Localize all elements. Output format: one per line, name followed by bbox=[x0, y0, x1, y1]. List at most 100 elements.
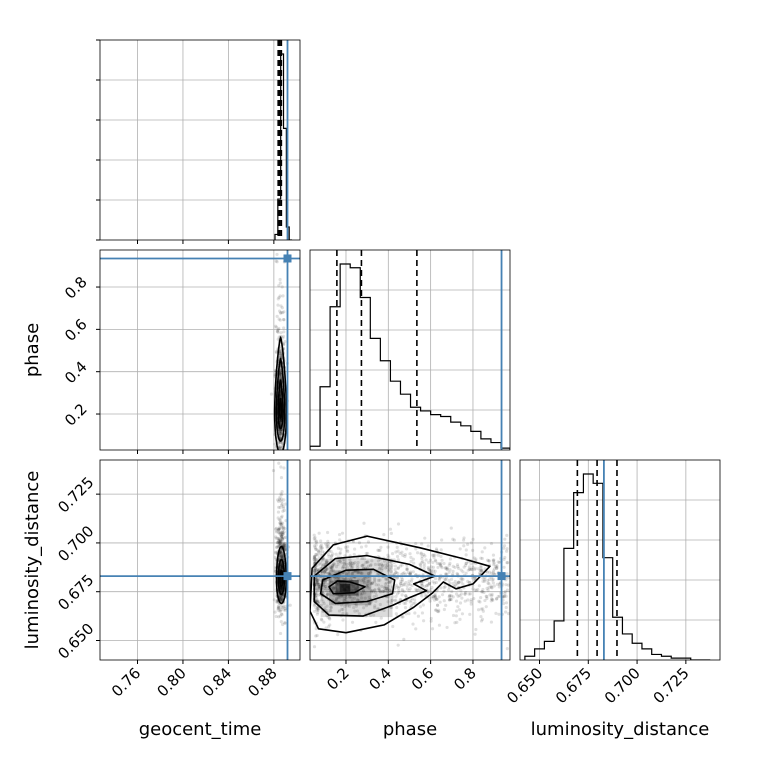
sample-point bbox=[405, 584, 409, 588]
x-tick-label: 0.4 bbox=[366, 664, 396, 694]
sample-point bbox=[425, 584, 429, 588]
sample-point bbox=[280, 537, 284, 541]
sample-point bbox=[469, 562, 473, 566]
sample-point bbox=[435, 603, 440, 607]
sample-point bbox=[320, 549, 325, 554]
sample-point bbox=[448, 594, 452, 598]
sample-point bbox=[316, 553, 320, 557]
sample-point bbox=[279, 353, 283, 358]
sample-point bbox=[334, 552, 338, 556]
sample-point bbox=[345, 562, 349, 566]
sample-point bbox=[276, 330, 280, 334]
sample-point bbox=[329, 609, 333, 613]
sample-point bbox=[394, 612, 398, 616]
sample-point bbox=[459, 568, 463, 572]
sample-point bbox=[504, 605, 508, 610]
sample-point bbox=[491, 571, 495, 575]
sample-point bbox=[449, 577, 454, 581]
sample-point bbox=[277, 528, 281, 532]
sample-point bbox=[468, 580, 472, 585]
sample-point bbox=[278, 539, 282, 544]
sample-point bbox=[348, 557, 352, 562]
sample-point bbox=[491, 553, 496, 557]
sample-point bbox=[436, 565, 440, 570]
sample-point bbox=[414, 627, 418, 631]
sample-point bbox=[377, 578, 381, 582]
sample-point bbox=[316, 607, 320, 611]
sample-point bbox=[314, 606, 318, 610]
sample-point bbox=[485, 586, 489, 591]
sample-point bbox=[348, 595, 352, 599]
sample-point bbox=[383, 582, 387, 586]
sample-point bbox=[498, 594, 502, 598]
sample-point bbox=[279, 564, 283, 569]
sample-point bbox=[413, 598, 417, 602]
sample-point bbox=[276, 450, 279, 453]
sample-point bbox=[379, 562, 384, 566]
sample-point bbox=[279, 550, 283, 554]
sample-point bbox=[333, 585, 337, 589]
sample-point bbox=[404, 594, 408, 598]
sample-point bbox=[395, 554, 400, 559]
sample-point bbox=[281, 336, 285, 340]
sample-point bbox=[276, 303, 280, 307]
sample-point bbox=[407, 572, 412, 576]
histogram-phase bbox=[309, 249, 511, 451]
sample-point bbox=[420, 594, 424, 598]
sample-point bbox=[387, 580, 391, 584]
sample-point bbox=[278, 451, 281, 454]
sample-point bbox=[433, 592, 437, 596]
sample-point bbox=[409, 579, 414, 583]
sample-point bbox=[320, 546, 324, 550]
sample-point bbox=[277, 604, 281, 608]
sample-point bbox=[402, 637, 406, 641]
sample-point bbox=[447, 563, 451, 567]
sample-point bbox=[313, 554, 317, 558]
sample-point bbox=[483, 546, 487, 550]
sample-point bbox=[315, 633, 319, 638]
sample-point bbox=[343, 596, 347, 601]
sample-point bbox=[319, 617, 324, 621]
sample-point bbox=[479, 569, 483, 573]
sample-point bbox=[276, 528, 281, 532]
sample-point bbox=[380, 563, 385, 568]
sample-point bbox=[342, 598, 346, 602]
sample-point bbox=[444, 572, 448, 576]
sample-point bbox=[326, 615, 330, 619]
sample-point bbox=[312, 557, 316, 561]
sample-point bbox=[335, 582, 339, 586]
sample-point bbox=[354, 604, 358, 608]
sample-point bbox=[353, 587, 358, 591]
sample-point bbox=[279, 349, 283, 354]
sample-point bbox=[387, 588, 391, 592]
sample-point bbox=[280, 595, 285, 599]
sample-point bbox=[506, 576, 510, 580]
sample-point bbox=[314, 568, 319, 572]
sample-point bbox=[366, 583, 370, 587]
sample-point bbox=[352, 605, 356, 610]
sample-point bbox=[492, 584, 496, 588]
sample-point bbox=[360, 596, 364, 600]
sample-point bbox=[324, 559, 328, 563]
sample-point bbox=[326, 588, 330, 593]
sample-point bbox=[332, 584, 336, 589]
sample-point bbox=[312, 567, 317, 571]
sample-point bbox=[454, 583, 458, 587]
sample-point bbox=[369, 563, 373, 567]
sample-point bbox=[278, 498, 282, 502]
sample-point bbox=[394, 583, 399, 587]
sample-point bbox=[280, 535, 284, 540]
sample-point bbox=[356, 560, 360, 565]
panel-frame bbox=[99, 459, 301, 661]
sample-point bbox=[376, 548, 380, 552]
sample-point bbox=[316, 610, 320, 615]
sample-point bbox=[427, 581, 432, 586]
sample-point bbox=[415, 551, 420, 555]
sample-point bbox=[325, 544, 329, 548]
sample-point bbox=[320, 571, 324, 575]
sample-point bbox=[325, 566, 329, 570]
sample-point bbox=[420, 554, 424, 558]
sample-point bbox=[278, 376, 282, 380]
sample-point bbox=[390, 600, 394, 605]
sample-point bbox=[463, 592, 467, 596]
